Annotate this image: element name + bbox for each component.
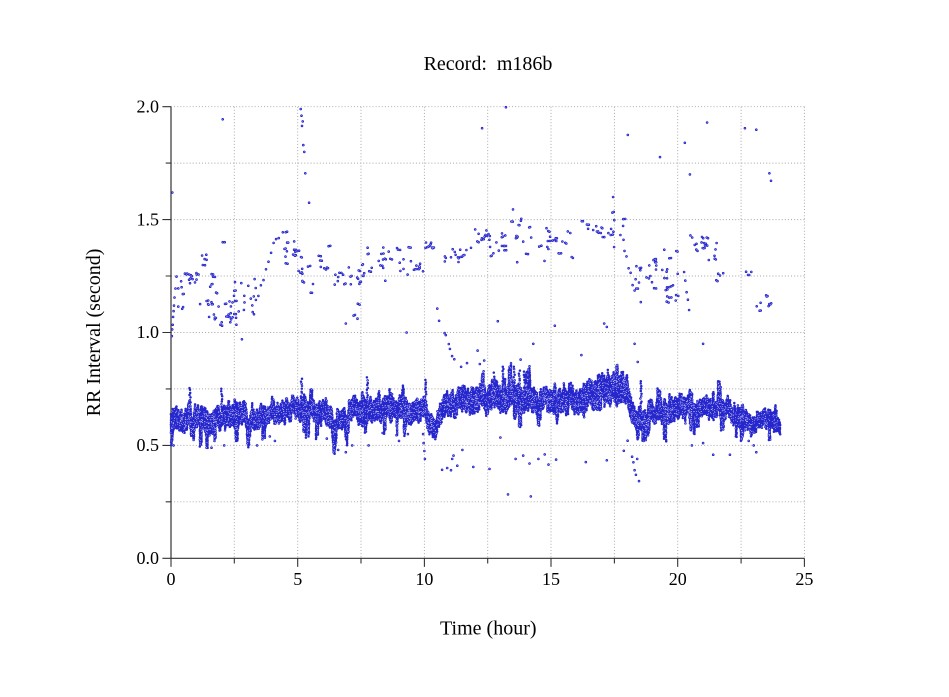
svg-text:Record: m186b: Record: m186b xyxy=(424,53,553,75)
svg-text:RR Interval (second): RR Interval (second) xyxy=(83,249,105,417)
svg-text:20: 20 xyxy=(669,569,687,589)
svg-text:15: 15 xyxy=(542,569,560,589)
svg-text:0.5: 0.5 xyxy=(137,435,160,455)
svg-text:25: 25 xyxy=(795,569,813,589)
svg-text:1.0: 1.0 xyxy=(137,322,160,342)
svg-text:2.0: 2.0 xyxy=(137,96,160,116)
svg-text:Time (hour): Time (hour) xyxy=(440,618,536,640)
svg-text:10: 10 xyxy=(415,569,433,589)
svg-text:0: 0 xyxy=(167,569,176,589)
svg-text:5: 5 xyxy=(293,569,302,589)
svg-text:0.0: 0.0 xyxy=(137,548,160,568)
svg-text:1.5: 1.5 xyxy=(137,209,160,229)
